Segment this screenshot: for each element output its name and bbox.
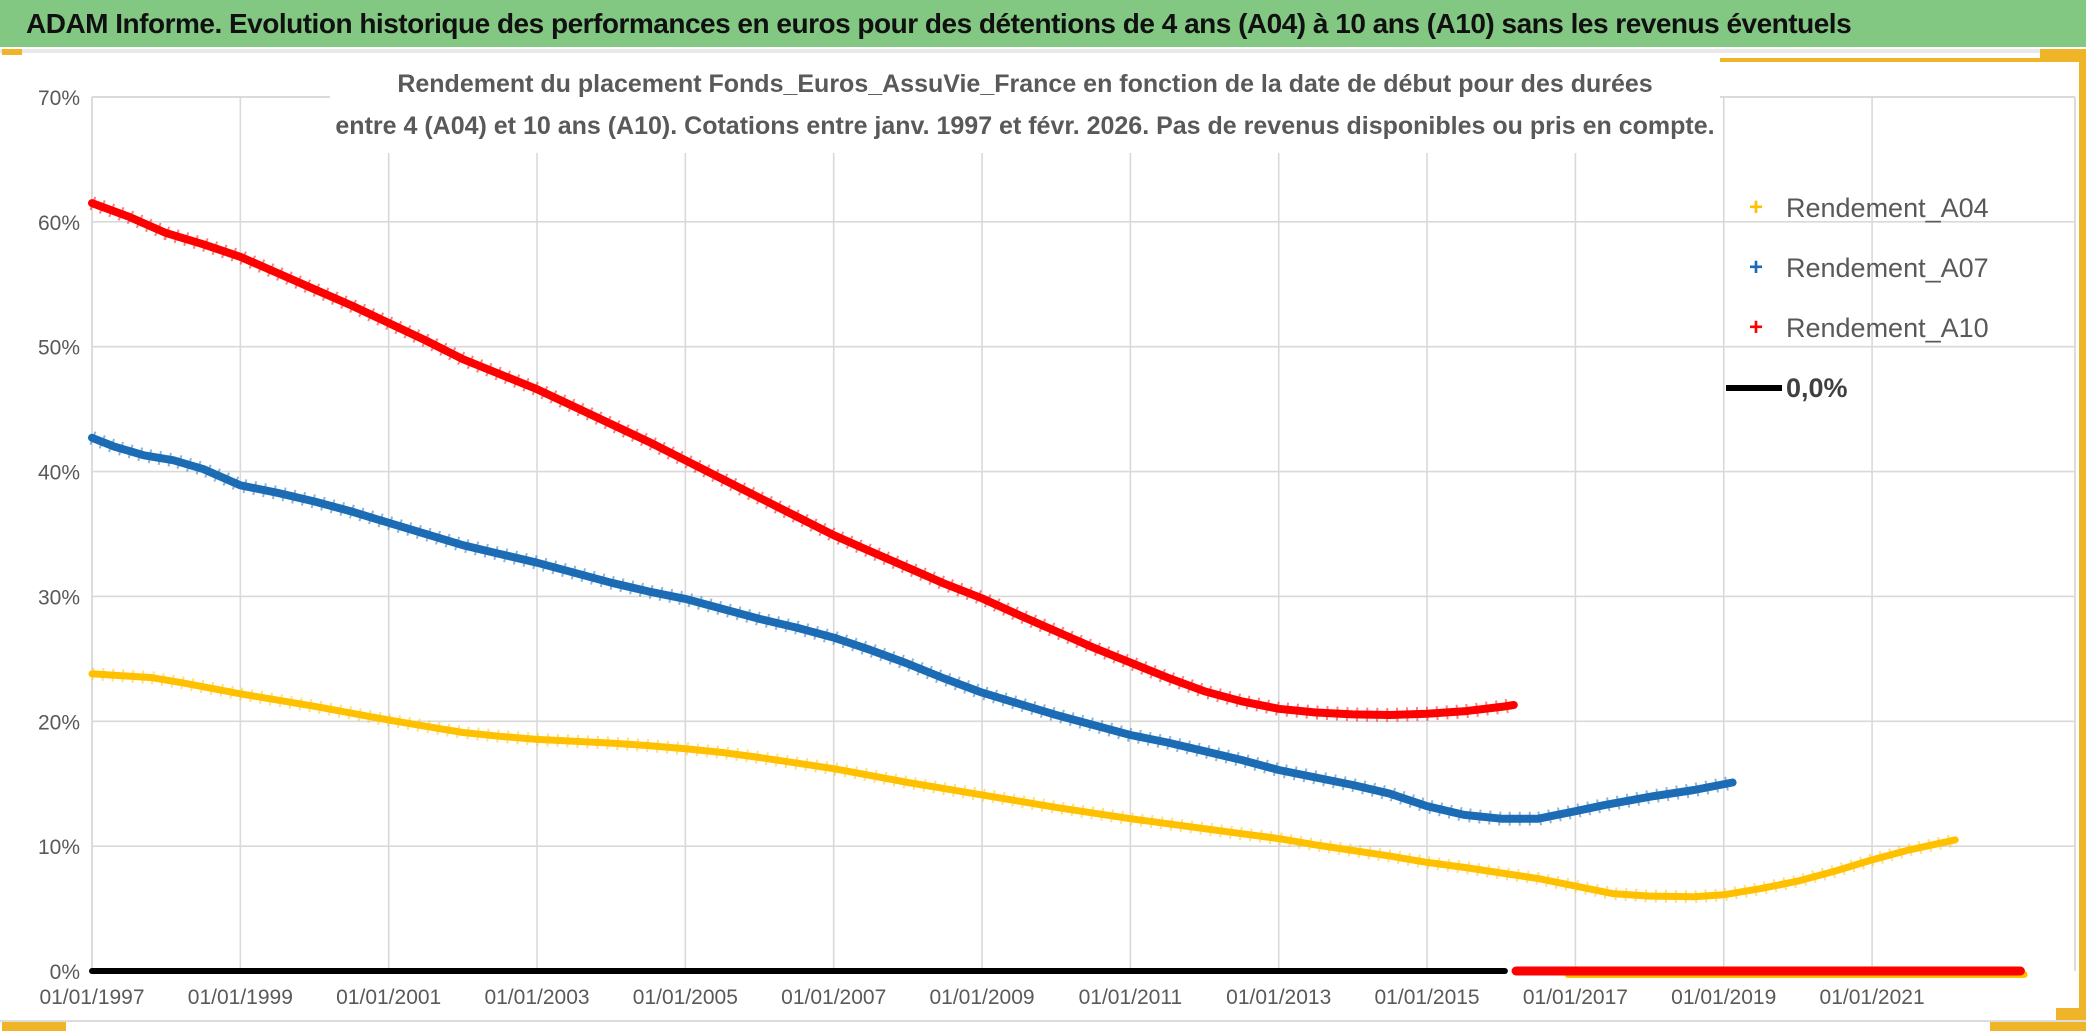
x-axis-tick-label: 01/01/2017: [1523, 986, 1628, 1009]
gold-accent-right-strip: [2079, 58, 2086, 1031]
series-markers-Rendement_A04: [91, 667, 1957, 904]
series-line-Rendement_A07: [88, 433, 1737, 823]
x-axis-tick-label: 01/01/2015: [1375, 986, 1480, 1009]
x-axis-tick-label: 01/01/2021: [1820, 986, 1925, 1009]
x-axis-tick-label: 01/01/2005: [633, 986, 738, 1009]
plus-marker-icon: +: [1748, 194, 1763, 221]
x-axis-tick-label: 01/01/1997: [39, 986, 144, 1009]
legend-label: 0,0%: [1786, 372, 1848, 403]
x-axis-tick-label: 01/01/2007: [781, 986, 886, 1009]
legend-label: Rendement_A10: [1786, 312, 1989, 343]
x-axis-tick-label: 01/01/1999: [188, 986, 293, 1009]
legend-item-rendement-a10[interactable]: + Rendement_A10: [1726, 298, 1989, 358]
chart-title: Rendement du placement Fonds_Euros_AssuV…: [330, 57, 1720, 153]
y-axis-tick-label: 60%: [38, 212, 80, 235]
legend-label: Rendement_A07: [1786, 252, 1989, 283]
y-axis-tick-label: 40%: [38, 462, 80, 485]
x-axis-tick-label: 01/01/2011: [1079, 986, 1183, 1009]
series-line-Rendement_A10: [88, 199, 1518, 719]
y-axis-tick-label: 50%: [38, 337, 80, 360]
legend-label: Rendement_A04: [1786, 192, 1989, 223]
x-axis-tick-label: 01/01/2019: [1671, 986, 1776, 1009]
chart-bottom-border: [0, 1020, 2086, 1022]
y-axis-tick-label: 0%: [50, 961, 80, 984]
y-axis-tick-label: 20%: [38, 711, 80, 734]
y-axis-tick-label: 10%: [38, 836, 80, 859]
chart-legend: + Rendement_A04 + Rendement_A07 + Rendem…: [1726, 178, 1989, 418]
x-axis-tick-label: 01/01/2003: [484, 986, 589, 1009]
legend-item-zero-line[interactable]: 0,0%: [1726, 358, 1989, 418]
plus-marker-icon: +: [1748, 254, 1763, 281]
gold-accent-bottom-left: [2, 1022, 66, 1031]
gold-accent-top-right-line: [1540, 58, 2086, 62]
plus-marker-icon: +: [1748, 314, 1763, 341]
x-axis-tick-label: 01/01/2013: [1226, 986, 1331, 1009]
chart-title-line2: entre 4 (A04) et 10 ans (A10). Cotations…: [335, 112, 1715, 140]
legend-item-rendement-a07[interactable]: + Rendement_A07: [1726, 238, 1989, 298]
series-markers-Rendement_A07: [89, 431, 1734, 826]
gold-accent-top-left: [2, 49, 22, 55]
x-axis-tick-label: 01/01/2009: [929, 986, 1034, 1009]
black-line-swatch-icon: [1726, 385, 1782, 391]
series-markers-Rendement_A10: [89, 196, 1515, 723]
gold-accent-top-right-corner: [2040, 49, 2086, 58]
gold-accent-bottom-right: [1990, 1022, 2086, 1031]
gold-accent-bottom-right-corner: [2056, 1008, 2086, 1031]
chart-title-line1: Rendement du placement Fonds_Euros_AssuV…: [397, 70, 1653, 98]
sheet-header-title: ADAM Informe. Evolution historique des p…: [26, 7, 1852, 39]
y-axis-tick-label: 30%: [38, 586, 80, 609]
sheet-header-bar: ADAM Informe. Evolution historique des p…: [0, 0, 2086, 47]
header-underline: [0, 49, 2086, 53]
y-axis-tick-label: 70%: [38, 87, 80, 110]
x-axis-tick-label: 01/01/2001: [336, 986, 441, 1009]
legend-item-rendement-a04[interactable]: + Rendement_A04: [1726, 178, 1989, 238]
